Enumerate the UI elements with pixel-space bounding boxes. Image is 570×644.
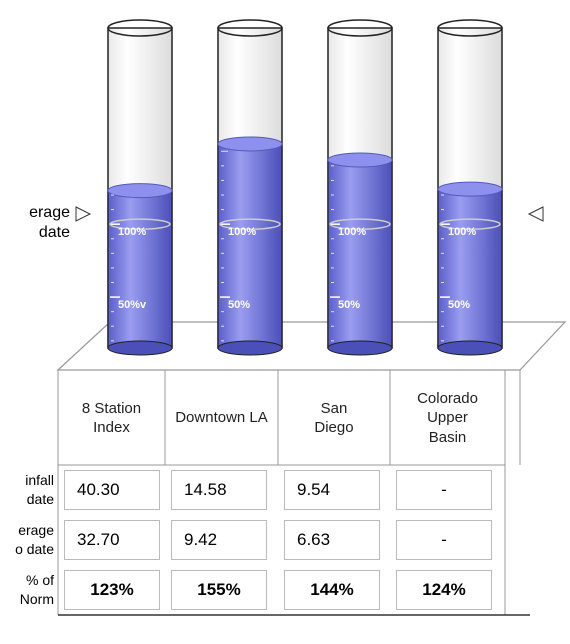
tube-top [107,19,173,37]
tick-label: 100% [448,226,476,238]
row-label: infall [25,472,54,488]
tube-top [217,19,283,37]
fill-top [437,181,503,197]
marker-label: erage [29,204,70,221]
table-cell: 14.58 [171,470,267,510]
table-cell: - [396,520,492,560]
row-label: % of [25,572,54,588]
marker-right [527,206,544,222]
level-ring [219,218,281,230]
gauge-fill [217,143,283,349]
table-cell: - [396,470,492,510]
tick-label: 50% [338,299,360,311]
tube-top [327,19,393,37]
tube-bottom [217,340,283,356]
tube-bottom [107,340,173,356]
table-cell: 144% [284,570,380,610]
fill-top [327,152,393,168]
row-label: date [26,491,54,507]
tick-label: 50% [228,299,250,311]
tick-label: 100% [228,226,256,238]
row-label: erage [18,522,54,538]
column-header: Colorado Upper Basin [417,389,478,446]
table-cell: 155% [171,570,267,610]
table-cell: 9.42 [171,520,267,560]
gauge-fill [107,190,173,349]
tick-label: 50% [448,299,470,311]
tick-label: 50%v [118,299,147,311]
marker-label: date [39,224,70,241]
table-cell: 124% [396,570,492,610]
column-header: San Diego [314,399,354,437]
table-cell: 40.30 [64,470,160,510]
marker-left [75,206,92,222]
tick-label: 100% [338,226,366,238]
column-header: Downtown LA [175,409,268,427]
table-cell: 32.70 [64,520,160,560]
table-cell: 123% [64,570,160,610]
tick-label: 100% [118,226,146,238]
fill-top [217,136,283,152]
tube-top [437,19,503,37]
level-ring [109,218,171,230]
gauge-fill [437,188,503,349]
gauge-fill [327,159,393,349]
row-label: o date [15,541,54,557]
row-label: Norm [19,591,54,607]
tube-bottom [327,340,393,356]
column-header: 8 Station Index [81,399,142,437]
level-ring [439,218,501,230]
tube-bottom [437,340,503,356]
level-ring [329,218,391,230]
table-cell: 9.54 [284,470,380,510]
fill-top [107,183,173,199]
table-cell: 6.63 [284,520,380,560]
